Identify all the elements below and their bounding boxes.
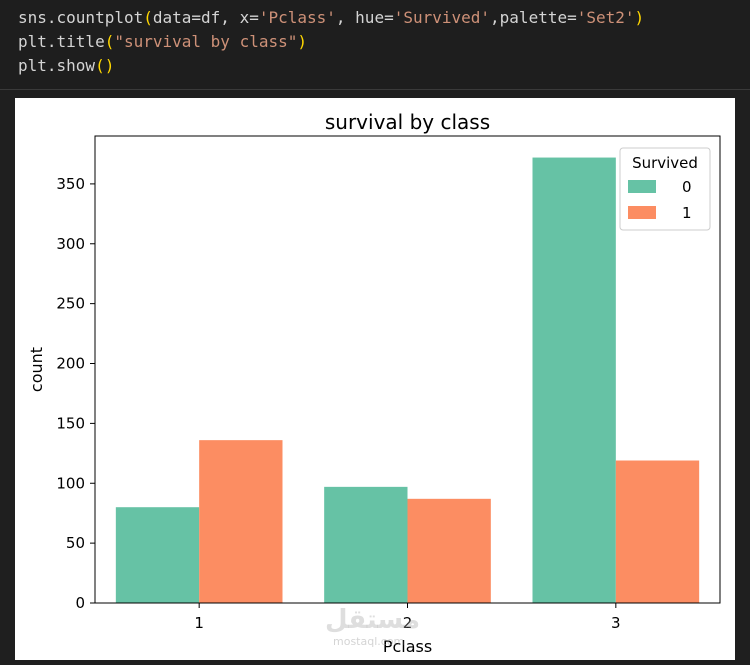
y-tick-label: 350 — [56, 175, 85, 193]
bar-1-0 — [115, 507, 200, 603]
x-tick-label: 2 — [403, 614, 413, 632]
y-axis-label: count — [27, 347, 46, 392]
bar-1-1 — [199, 440, 283, 603]
code-token: 'Set2' — [576, 8, 635, 27]
bar-2-0 — [324, 486, 408, 603]
code-token: 'Pclass' — [258, 8, 336, 27]
legend-title: Survived — [632, 154, 698, 172]
code-token: plt.title — [18, 32, 105, 51]
code-token: () — [95, 56, 115, 75]
code-line: plt.title("survival by class") — [18, 30, 750, 54]
legend-swatch-0 — [628, 180, 656, 193]
y-tick-label: 250 — [56, 295, 85, 313]
y-tick-label: 150 — [56, 414, 85, 432]
code-token: ) — [634, 8, 645, 27]
legend-label-0: 0 — [682, 178, 692, 196]
y-tick-label: 300 — [56, 235, 85, 253]
countplot-chart: survival by class 0 50 100 150 200 250 300 350 1 2… — [27, 110, 721, 656]
y-tick-label: 50 — [66, 534, 85, 552]
code-cell[interactable]: sns.countplot(data=df, x='Pclass', hue='… — [0, 0, 750, 90]
code-token: , hue= — [335, 8, 394, 27]
code-line: sns.countplot(data=df, x='Pclass', hue='… — [18, 6, 750, 30]
code-line: plt.show() — [18, 54, 750, 78]
code-token: plt.show — [18, 56, 96, 75]
y-tick-label: 100 — [56, 474, 85, 492]
y-tick-label: 200 — [56, 355, 85, 373]
output-area: survival by class 0 50 100 150 200 250 300 350 1 2… — [15, 98, 735, 660]
x-tick-label: 3 — [611, 614, 621, 632]
legend-label-1: 1 — [682, 204, 692, 222]
code-token: data=df, x= — [152, 8, 259, 27]
code-token: sns.countplot — [18, 8, 144, 27]
code-token: ,palette= — [490, 8, 577, 27]
bar-3-1 — [615, 460, 700, 603]
bar-2-1 — [407, 498, 491, 603]
chart-title: survival by class — [325, 110, 490, 134]
code-token: "survival by class" — [114, 32, 298, 51]
x-axis-label: Pclass — [383, 637, 432, 656]
bar-3-0 — [532, 157, 616, 604]
code-token: ( — [104, 32, 115, 51]
x-tick-label: 1 — [194, 614, 204, 632]
code-token: ( — [143, 8, 153, 27]
code-token: ) — [297, 32, 308, 51]
legend-swatch-1 — [628, 206, 656, 219]
code-token: 'Survived' — [393, 8, 491, 27]
y-tick-label: 0 — [75, 594, 85, 612]
